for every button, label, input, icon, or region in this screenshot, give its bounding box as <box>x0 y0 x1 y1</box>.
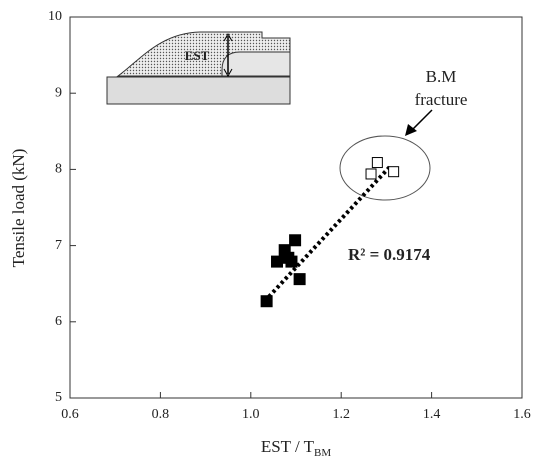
y-tick-label: 9 <box>55 85 62 100</box>
inset-upper-plate <box>221 51 291 77</box>
point <box>388 166 400 178</box>
point <box>293 273 306 286</box>
x-tick-label: 0.8 <box>152 407 170 422</box>
x-tick-label: 1.4 <box>423 407 441 422</box>
x-tick-label: 1.0 <box>242 407 260 422</box>
y-tick-label: 8 <box>55 162 62 177</box>
annotation-arrowhead <box>405 124 417 136</box>
point <box>365 168 377 180</box>
inset-arrowheads <box>223 32 233 78</box>
x-axis-label-sub: BM <box>314 447 331 459</box>
point <box>271 255 284 268</box>
fracture-ellipse <box>339 135 431 201</box>
x-axis-label-main: EST / T <box>261 437 315 456</box>
point <box>289 234 302 247</box>
inset-label: EST <box>185 48 210 63</box>
r-squared: R² = 0.9174 <box>348 245 431 264</box>
y-tick-label: 10 <box>48 9 62 24</box>
annotation-arrow <box>411 109 433 131</box>
annotation: fracture <box>415 90 468 109</box>
trendline <box>267 164 393 299</box>
y-tick-label: 5 <box>55 390 62 405</box>
x-axis-label: EST / TBM <box>261 437 332 459</box>
x-tick-label: 1.2 <box>332 407 350 422</box>
annotation: B.M <box>426 67 457 86</box>
point <box>260 295 273 308</box>
inset-diagram: EST <box>106 31 291 105</box>
inset-base-plate <box>106 76 291 105</box>
x-tick-label: 0.6 <box>61 407 79 422</box>
plot-frame <box>69 16 523 399</box>
y-tick-label: 7 <box>55 238 62 253</box>
y-axis-label: Tensile load (kN) <box>9 149 28 268</box>
point <box>285 255 298 268</box>
y-tick-label: 6 <box>55 314 62 329</box>
x-tick-label: 1.6 <box>513 407 531 422</box>
point <box>371 157 383 169</box>
